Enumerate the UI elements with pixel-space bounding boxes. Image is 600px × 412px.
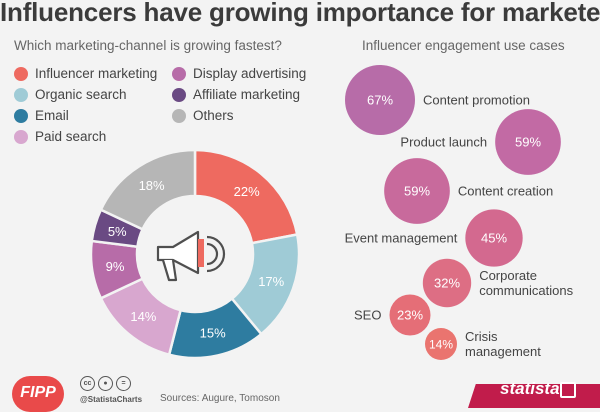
bubble-circle — [389, 294, 431, 336]
bubble-label: Corporate communications — [479, 268, 573, 298]
bubble-circle — [425, 328, 457, 360]
legend-item-organic-search: Organic search — [14, 87, 127, 102]
bubble-circle — [345, 65, 415, 135]
bubble-value: 59% — [404, 184, 430, 199]
donut-label-influencer-marketing: 22% — [234, 184, 260, 199]
bubble-circle — [384, 158, 450, 224]
legend-swatch — [14, 108, 28, 123]
bubble-circle — [495, 109, 561, 175]
donut-label-email: 15% — [200, 326, 226, 341]
bubble-content-promotion: 67% Content promotion — [345, 65, 530, 135]
legend-item-influencer-marketing: Influencer marketing — [14, 66, 157, 81]
bubble-value: 59% — [515, 135, 541, 150]
legend-label: Affiliate marketing — [193, 87, 301, 102]
donut-label-organic-search: 17% — [258, 274, 284, 289]
bubble-label: Content creation — [458, 184, 553, 199]
bubble-value: 23% — [397, 308, 423, 323]
legend-swatch — [14, 66, 28, 81]
legend-item-display-advertising: Display advertising — [172, 66, 306, 81]
legend-swatch — [14, 87, 28, 102]
legend-label: Influencer marketing — [35, 66, 158, 81]
donut-slice-others — [99, 148, 197, 231]
footer: FIPP cc ● = @StatistaCharts Sources: Aug… — [0, 368, 600, 412]
license-icons: cc ● = — [80, 376, 131, 391]
donut-chart: 22% 17% 15% 14% 9% 5% 18% — [89, 148, 301, 360]
fipp-logo: FIPP — [12, 376, 64, 412]
legend-label: Organic search — [35, 87, 127, 102]
bubble-label: Crisis management — [465, 329, 541, 359]
donut-label-affiliate-marketing: 5% — [108, 224, 127, 239]
bubble-label: Event management — [345, 231, 458, 246]
chart-title: Influencers have growing importance for … — [0, 0, 600, 27]
legend-swatch — [14, 129, 28, 144]
donut-subtitle: Which marketing-channel is growing faste… — [14, 38, 282, 53]
legend-item-paid-search: Paid search — [14, 129, 106, 144]
sources-text: Sources: Augure, Tomoson — [160, 393, 280, 404]
bubble-corporate-communications: 32% Corporate communications — [422, 258, 574, 308]
bubble-circle — [422, 258, 472, 308]
donut-label-others: 18% — [139, 178, 165, 193]
bubble-event-management: 45% Event management — [345, 209, 523, 267]
by-icon: ● — [98, 376, 113, 391]
bubble-value: 32% — [434, 276, 460, 291]
legend-item-others: Others — [172, 108, 234, 123]
legend-label: Paid search — [35, 129, 107, 144]
legend-swatch — [172, 87, 186, 102]
megaphone-icon — [156, 230, 226, 282]
legend-label: Display advertising — [193, 66, 307, 81]
bubble-subtitle: Influencer engagement use cases — [362, 38, 565, 53]
statista-logo: statista — [500, 379, 560, 398]
legend-swatch — [172, 66, 186, 81]
legend-label: Email — [35, 108, 69, 123]
legend-label: Others — [193, 108, 234, 123]
bubble-crisis-management: 14% Crisis management — [425, 328, 541, 360]
donut-label-paid-search: 14% — [130, 309, 156, 324]
bubble-label: Content promotion — [423, 93, 530, 108]
nd-icon: = — [116, 376, 131, 391]
bubble-seo: 23% SEO — [354, 294, 431, 336]
bubble-value: 14% — [429, 338, 453, 352]
bubble-label: Product launch — [400, 135, 487, 150]
donut-label-display-advertising: 9% — [106, 259, 125, 274]
bubble-product-launch: 59% Product launch — [400, 109, 561, 175]
legend-swatch — [172, 108, 186, 123]
statista-mark-icon — [560, 382, 576, 398]
bubble-value: 45% — [481, 231, 507, 246]
cc-icon: cc — [80, 376, 95, 391]
bubble-content-creation: 59% Content creation — [384, 158, 553, 224]
legend: Influencer marketing Display advertising O… — [14, 66, 344, 148]
legend-item-affiliate-marketing: Affiliate marketing — [172, 87, 300, 102]
bubble-label: SEO — [354, 308, 381, 323]
bubble-value: 67% — [367, 93, 393, 108]
bubble-circle — [465, 209, 523, 267]
legend-item-email: Email — [14, 108, 69, 123]
